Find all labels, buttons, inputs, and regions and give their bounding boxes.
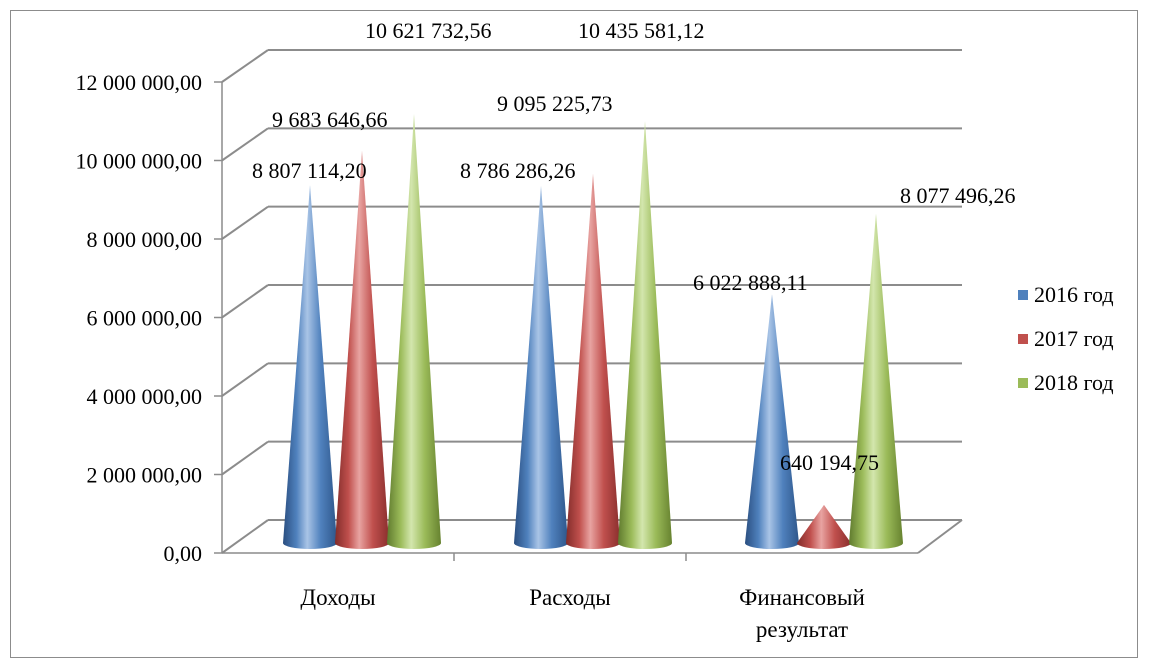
y-tick-label: 0,00 — [164, 541, 203, 566]
data-label: 10 621 732,56 — [365, 18, 492, 43]
legend-label: 2018 год — [1034, 370, 1114, 395]
category-label: Финансовый — [739, 585, 865, 610]
category-label: Доходы — [300, 585, 375, 610]
y-tick-label: 6 000 000,00 — [87, 306, 203, 331]
gridline-depth — [221, 205, 269, 240]
gridline-depth — [221, 284, 269, 319]
data-label: 640 194,75 — [780, 450, 879, 475]
cone-2017-год — [797, 504, 851, 549]
cone-2018-год — [849, 213, 903, 549]
gridline-depth — [221, 362, 269, 397]
cone-2018-год — [387, 113, 441, 549]
gridline-depth — [221, 519, 269, 554]
cone-2017-год — [566, 173, 620, 549]
y-tick-label: 10 000 000,00 — [76, 149, 203, 174]
gridline-depth — [221, 49, 269, 83]
y-tick-label: 8 000 000,00 — [87, 227, 203, 252]
data-label: 10 435 581,12 — [578, 18, 705, 43]
legend-swatch — [1018, 290, 1028, 300]
cone-2016-год — [514, 185, 568, 549]
chart-frame — [10, 10, 1138, 658]
data-label: 9 683 646,66 — [272, 107, 388, 132]
y-tick-label: 12 000 000,00 — [76, 70, 203, 95]
cone-2017-год — [335, 150, 389, 549]
cone-2016-год — [745, 294, 799, 549]
data-label: 8 807 114,20 — [252, 158, 367, 183]
gridline-depth — [221, 440, 269, 476]
legend-swatch — [1018, 378, 1028, 388]
gridline-depth — [221, 127, 269, 162]
cone-2018-год — [618, 121, 672, 549]
floor-edge — [917, 519, 963, 554]
legend-swatch — [1018, 334, 1028, 344]
category-label: результат — [756, 617, 848, 642]
data-label: 6 022 888,11 — [693, 270, 808, 295]
category-label: Расходы — [529, 585, 611, 610]
y-tick-label: 2 000 000,00 — [87, 463, 203, 488]
data-label: 9 095 225,73 — [497, 91, 613, 116]
y-tick-label: 4 000 000,00 — [87, 384, 203, 409]
data-label: 8 077 496,26 — [900, 183, 1016, 208]
legend-label: 2017 год — [1034, 326, 1114, 351]
legend-label: 2016 год — [1034, 282, 1114, 307]
data-label: 8 786 286,26 — [460, 158, 576, 183]
cone-2016-год — [283, 185, 337, 549]
